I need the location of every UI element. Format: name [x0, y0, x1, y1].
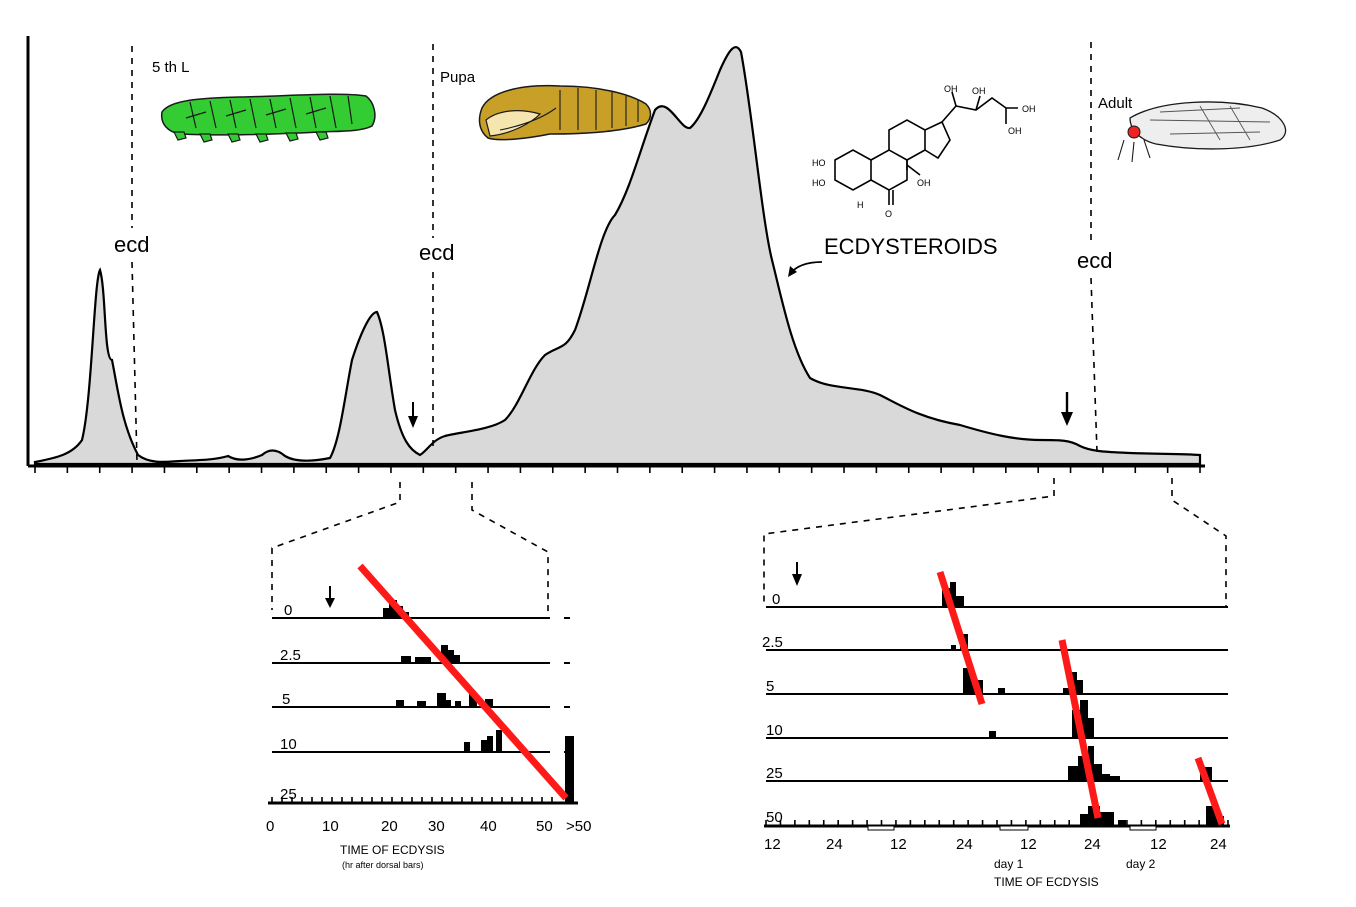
- right-row-label: 25: [766, 765, 783, 782]
- right-histogram-bars: [942, 582, 1224, 826]
- ecdysis-line-1b: [131, 261, 138, 463]
- left-histogram-panel: 0 2.5 5 10 25: [266, 563, 591, 870]
- down-arrow-icon: [1061, 392, 1073, 426]
- left-tick-label: 10: [322, 818, 339, 835]
- svg-text:OH: OH: [1022, 104, 1036, 114]
- left-tick-label: 30: [428, 818, 445, 835]
- curve-label: ECDYSTEROIDS: [824, 234, 998, 259]
- right-tick-label: 12: [1150, 836, 1167, 853]
- down-arrow-icon: [408, 402, 418, 428]
- right-fit-line-1: [936, 570, 986, 706]
- right-night-marker: [867, 825, 895, 831]
- right-tick-label: 24: [1210, 836, 1227, 853]
- right-night-marker: [999, 825, 1029, 831]
- right-fit-line-3: [1194, 756, 1226, 826]
- right-row-label: 0: [772, 591, 780, 608]
- right-day-label: day 2: [1126, 857, 1156, 871]
- ecd-label-3: ecd: [1077, 248, 1112, 273]
- right-histogram-panel: 0 2.5 5 10 25 50: [762, 562, 1230, 889]
- left-tick-label: 40: [480, 818, 497, 835]
- right-row-label: 50: [766, 809, 783, 826]
- left-row-label: 5: [282, 691, 290, 708]
- left-fit-line: [357, 563, 569, 801]
- left-tick-label: >50: [566, 818, 591, 835]
- svg-text:HO: HO: [812, 178, 826, 188]
- right-x-axis-title: TIME OF ECDYSIS: [994, 875, 1099, 889]
- right-tick-label: 24: [826, 836, 843, 853]
- moth-illustration: [1117, 101, 1287, 163]
- stage-label-adult: Adult: [1098, 95, 1133, 112]
- right-night-marker: [1129, 825, 1157, 831]
- svg-text:HO: HO: [812, 158, 826, 168]
- left-x-axis-title: TIME OF ECDYSIS: [340, 843, 445, 857]
- svg-text:H: H: [857, 200, 864, 210]
- caterpillar-illustration: [160, 93, 376, 143]
- down-arrow-icon: [792, 562, 802, 586]
- right-tick-label: 24: [956, 836, 973, 853]
- ecd-label-1: ecd: [114, 232, 149, 257]
- ecdysone-structure: [834, 91, 1018, 205]
- left-row-label: 2.5: [280, 647, 301, 664]
- svg-text:OH: OH: [972, 86, 986, 96]
- right-tick-label: 12: [764, 836, 781, 853]
- right-tick-label: 12: [890, 836, 907, 853]
- ecd-label-2: ecd: [419, 240, 454, 265]
- ecdysis-line-3b: [1090, 277, 1098, 453]
- left-x-axis-subtitle: (hr after dorsal bars): [342, 860, 424, 870]
- right-fit-line-2: [1058, 639, 1102, 819]
- left-row-label: 0: [284, 602, 292, 619]
- left-x-ticks: [271, 797, 553, 803]
- right-x-ticks: [765, 820, 1229, 826]
- svg-text:O: O: [885, 209, 892, 219]
- left-tick-label: 20: [381, 818, 398, 835]
- right-day-label: day 1: [994, 857, 1024, 871]
- svg-text:OH: OH: [917, 178, 931, 188]
- down-arrow-icon: [325, 586, 335, 608]
- pupa-illustration: [478, 84, 652, 141]
- left-tick-label: 0: [266, 818, 274, 835]
- right-tick-label: 24: [1084, 836, 1101, 853]
- titer-panel: ecd ecd ecd 5 th L Pupa Adult ECDYSTEROI…: [26, 36, 1287, 473]
- right-row-label: 2.5: [762, 634, 783, 651]
- left-tick-label: 50: [536, 818, 553, 835]
- right-tick-label: 12: [1020, 836, 1037, 853]
- stage-label-pupa: Pupa: [440, 69, 476, 86]
- stage-label-larva: 5 th L: [152, 59, 190, 76]
- right-row-label: 5: [766, 678, 774, 695]
- left-row-label: 10: [280, 736, 297, 753]
- ecdysteroid-curve: [33, 46, 1202, 466]
- svg-text:OH: OH: [1008, 126, 1022, 136]
- right-row-label: 10: [766, 722, 783, 739]
- zoom-connectors: [271, 478, 1227, 612]
- titer-x-ticks: [34, 466, 1201, 473]
- svg-text:OH: OH: [944, 84, 958, 94]
- curve-pointer-arrowhead: [788, 266, 797, 277]
- ecdysone-atom-labels: HO HO OH OH OH H O OH OH: [812, 84, 1036, 219]
